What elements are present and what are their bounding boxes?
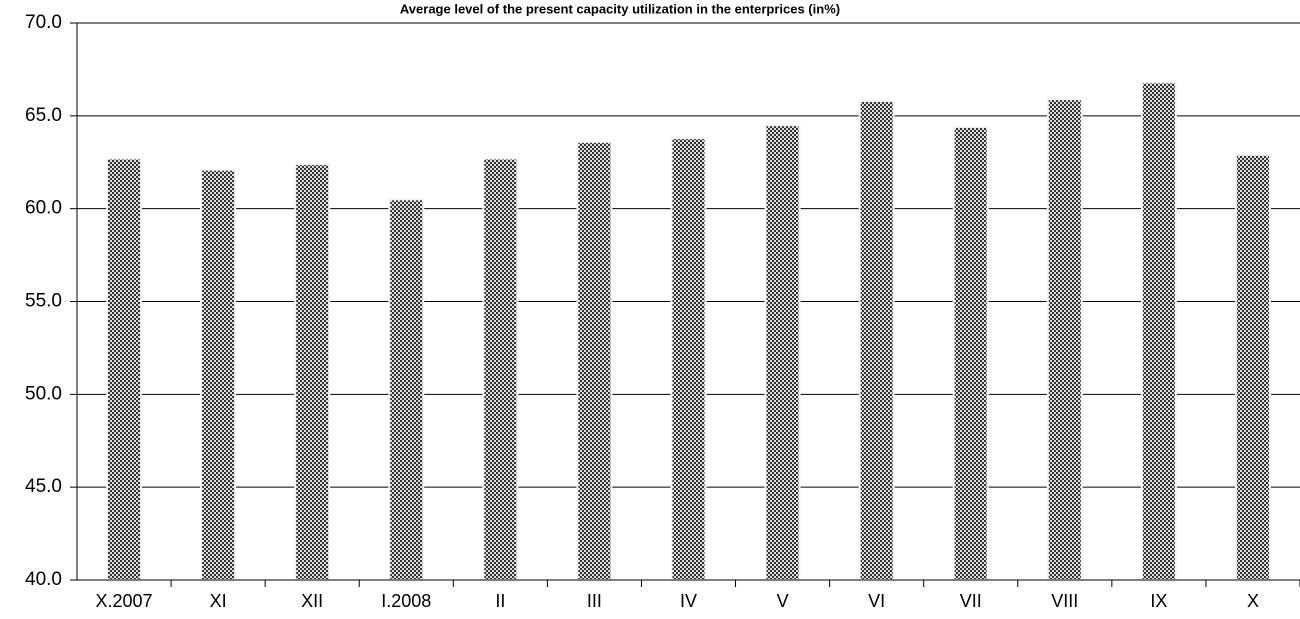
- bar: [1140, 81, 1177, 581]
- bar: [858, 99, 895, 581]
- x-tick-label: VII: [960, 591, 982, 611]
- x-tick-label: XI: [210, 591, 227, 611]
- bar: [1046, 98, 1083, 582]
- bar: [576, 140, 613, 581]
- x-tick-label: I.2008: [381, 591, 431, 611]
- bar: [1234, 153, 1271, 581]
- x-tick-label: VI: [868, 591, 885, 611]
- bar: [106, 157, 143, 582]
- x-tick-label: XII: [301, 591, 323, 611]
- bar: [200, 168, 237, 581]
- y-tick-label: 60.0: [25, 198, 62, 219]
- bar: [294, 163, 331, 582]
- x-tick-label: X: [1247, 591, 1259, 611]
- bar: [482, 157, 519, 582]
- y-tick-label: 45.0: [25, 476, 62, 497]
- bar: [952, 125, 989, 582]
- x-tick-label: X.2007: [96, 591, 153, 611]
- x-tick-label: V: [777, 591, 789, 611]
- y-tick-label: 40.0: [25, 569, 62, 590]
- chart-title: Average level of the present capacity ut…: [400, 1, 840, 16]
- y-tick-label: 70.0: [25, 12, 62, 33]
- bar: [764, 124, 801, 581]
- x-tick-label: IX: [1150, 591, 1167, 611]
- bar: [670, 137, 707, 581]
- bar: [388, 198, 425, 581]
- x-tick-label: VIII: [1051, 591, 1078, 611]
- y-tick-label: 55.0: [25, 291, 62, 312]
- y-tick-label: 65.0: [25, 105, 62, 126]
- x-tick-label: III: [587, 591, 602, 611]
- x-tick-label: II: [495, 591, 505, 611]
- x-tick-label: IV: [680, 591, 697, 611]
- y-tick-label: 50.0: [25, 383, 62, 404]
